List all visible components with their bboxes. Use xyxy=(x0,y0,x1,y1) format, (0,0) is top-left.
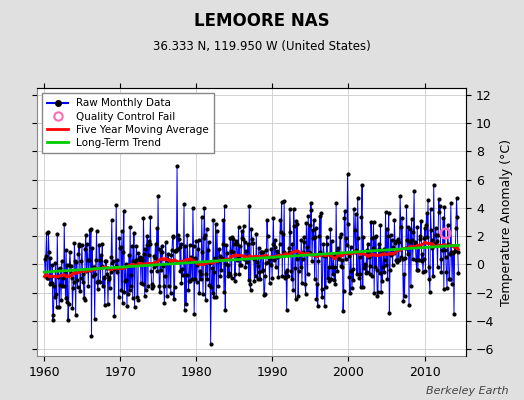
Text: 36.333 N, 119.950 W (United States): 36.333 N, 119.950 W (United States) xyxy=(153,40,371,53)
Text: Berkeley Earth: Berkeley Earth xyxy=(426,386,508,396)
Legend: Raw Monthly Data, Quality Control Fail, Five Year Moving Average, Long-Term Tren: Raw Monthly Data, Quality Control Fail, … xyxy=(42,93,214,153)
Y-axis label: Temperature Anomaly (°C): Temperature Anomaly (°C) xyxy=(500,138,513,306)
Text: LEMOORE NAS: LEMOORE NAS xyxy=(194,12,330,30)
